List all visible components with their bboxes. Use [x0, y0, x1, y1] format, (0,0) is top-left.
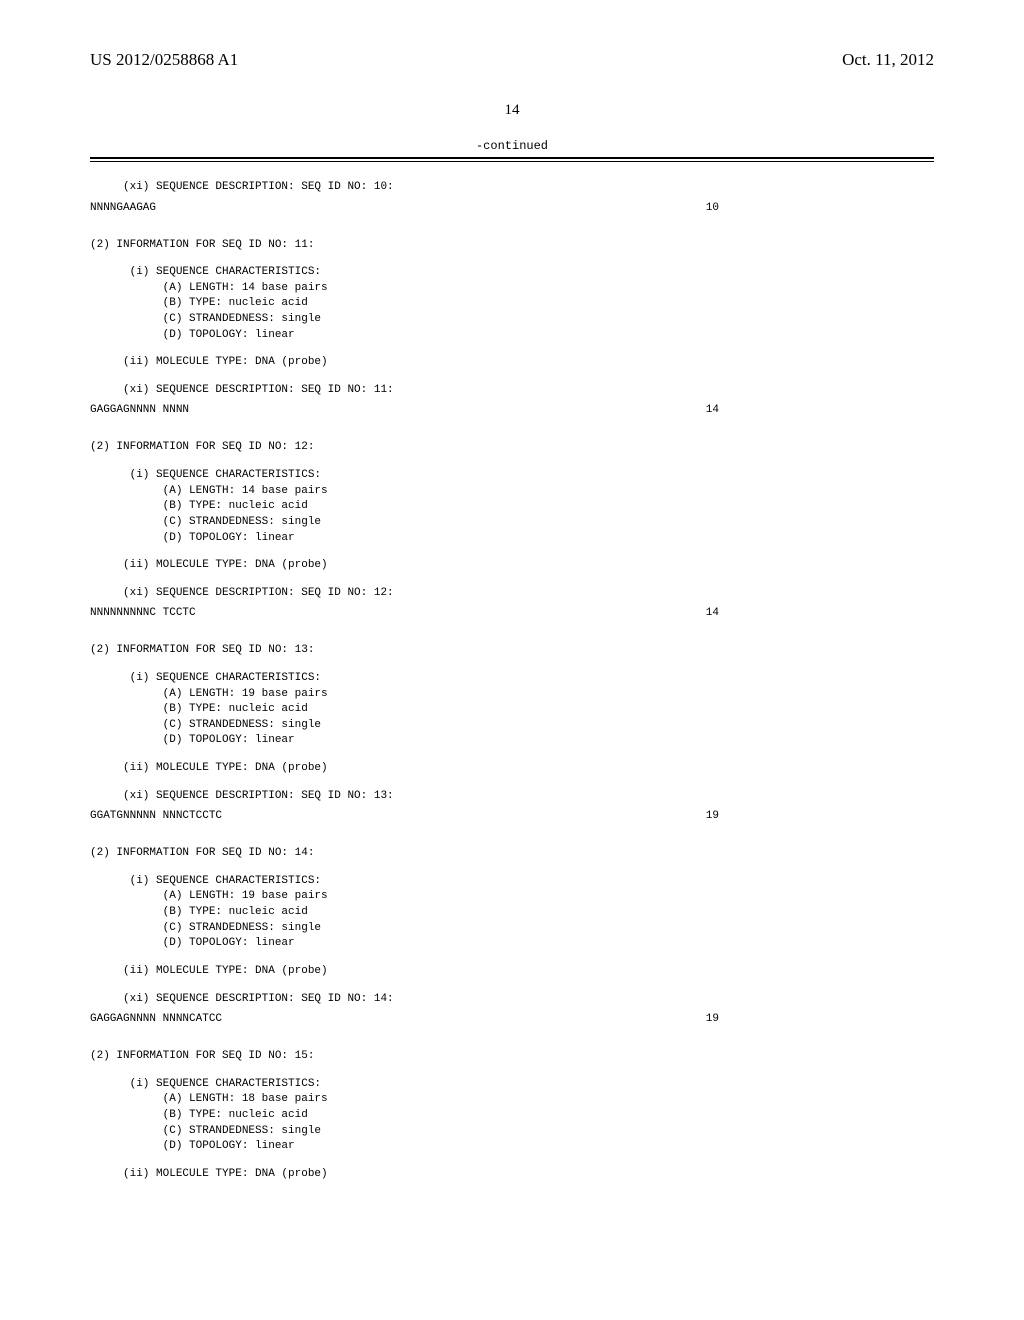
seq-info-line: (2) INFORMATION FOR SEQ ID NO: 13:	[90, 643, 934, 659]
seq-char-b: (B) TYPE: nucleic acid	[90, 702, 934, 718]
seq-entry: (2) INFORMATION FOR SEQ ID NO: 15: (i) S…	[90, 1049, 934, 1182]
page-header: US 2012/0258868 A1 Oct. 11, 2012	[90, 50, 934, 70]
seq-char-d: (D) TOPOLOGY: linear	[90, 1139, 934, 1155]
sequence-text: GGATGNNNNN NNNCTCCTC	[90, 810, 222, 822]
seq-char-a: (A) LENGTH: 14 base pairs	[90, 281, 934, 297]
sequence-length: 14	[706, 607, 719, 619]
sequence-text: NNNNNNNNNC TCCTC	[90, 607, 196, 619]
sequence-length: 19	[706, 1013, 719, 1025]
seq-char-a: (A) LENGTH: 19 base pairs	[90, 687, 934, 703]
rule-top-thin	[90, 161, 934, 162]
seq-desc-line: (xi) SEQUENCE DESCRIPTION: SEQ ID NO: 12…	[90, 586, 934, 602]
seq-char-d: (D) TOPOLOGY: linear	[90, 733, 934, 749]
seq-entry: (2) INFORMATION FOR SEQ ID NO: 14: (i) S…	[90, 846, 934, 1025]
seq-char-d: (D) TOPOLOGY: linear	[90, 531, 934, 547]
sequence-row: GGATGNNNNN NNNCTCCTC 19	[90, 810, 934, 822]
seq-entry: (2) INFORMATION FOR SEQ ID NO: 11: (i) S…	[90, 238, 934, 417]
patent-number: US 2012/0258868 A1	[90, 50, 238, 70]
sequence-row: GAGGAGNNNN NNNNCATCC 19	[90, 1013, 934, 1025]
patent-page: US 2012/0258868 A1 Oct. 11, 2012 14 -con…	[0, 0, 1024, 1320]
seq-mol-line: (ii) MOLECULE TYPE: DNA (probe)	[90, 1167, 934, 1183]
sequence-length: 10	[706, 202, 719, 214]
seq-info-line: (2) INFORMATION FOR SEQ ID NO: 14:	[90, 846, 934, 862]
continued-label: -continued	[90, 139, 934, 153]
seq-char-header: (i) SEQUENCE CHARACTERISTICS:	[90, 874, 934, 890]
page-number: 14	[90, 102, 934, 119]
publication-date: Oct. 11, 2012	[842, 50, 934, 70]
seq-char-b: (B) TYPE: nucleic acid	[90, 499, 934, 515]
sequence-text: GAGGAGNNNN NNNNCATCC	[90, 1013, 222, 1025]
seq-char-c: (C) STRANDEDNESS: single	[90, 515, 934, 531]
seq-char-a: (A) LENGTH: 14 base pairs	[90, 484, 934, 500]
sequence-row: GAGGAGNNNN NNNN 14	[90, 404, 934, 416]
seq-char-header: (i) SEQUENCE CHARACTERISTICS:	[90, 1077, 934, 1093]
seq-char-c: (C) STRANDEDNESS: single	[90, 312, 934, 328]
seq-mol-line: (ii) MOLECULE TYPE: DNA (probe)	[90, 558, 934, 574]
seq-char-c: (C) STRANDEDNESS: single	[90, 718, 934, 734]
seq-desc-line: (xi) SEQUENCE DESCRIPTION: SEQ ID NO: 13…	[90, 789, 934, 805]
seq-char-a: (A) LENGTH: 18 base pairs	[90, 1092, 934, 1108]
sequence-length: 14	[706, 404, 719, 416]
seq-char-c: (C) STRANDEDNESS: single	[90, 921, 934, 937]
sequence-length: 19	[706, 810, 719, 822]
seq-char-header: (i) SEQUENCE CHARACTERISTICS:	[90, 468, 934, 484]
sequence-text: GAGGAGNNNN NNNN	[90, 404, 189, 416]
seq-entry: (xi) SEQUENCE DESCRIPTION: SEQ ID NO: 10…	[90, 180, 934, 214]
seq-info-line: (2) INFORMATION FOR SEQ ID NO: 11:	[90, 238, 934, 254]
seq-desc-line: (xi) SEQUENCE DESCRIPTION: SEQ ID NO: 11…	[90, 383, 934, 399]
seq-char-header: (i) SEQUENCE CHARACTERISTICS:	[90, 671, 934, 687]
seq-char-b: (B) TYPE: nucleic acid	[90, 296, 934, 312]
seq-desc-line: (xi) SEQUENCE DESCRIPTION: SEQ ID NO: 14…	[90, 992, 934, 1008]
seq-entry: (2) INFORMATION FOR SEQ ID NO: 13: (i) S…	[90, 643, 934, 822]
seq-char-d: (D) TOPOLOGY: linear	[90, 328, 934, 344]
seq-char-c: (C) STRANDEDNESS: single	[90, 1124, 934, 1140]
seq-char-b: (B) TYPE: nucleic acid	[90, 1108, 934, 1124]
seq-info-line: (2) INFORMATION FOR SEQ ID NO: 15:	[90, 1049, 934, 1065]
sequence-row: NNNNNNNNNC TCCTC 14	[90, 607, 934, 619]
rule-top	[90, 157, 934, 159]
seq-char-header: (i) SEQUENCE CHARACTERISTICS:	[90, 265, 934, 281]
seq-mol-line: (ii) MOLECULE TYPE: DNA (probe)	[90, 355, 934, 371]
seq-desc-line: (xi) SEQUENCE DESCRIPTION: SEQ ID NO: 10…	[90, 180, 934, 196]
seq-char-a: (A) LENGTH: 19 base pairs	[90, 889, 934, 905]
seq-entry: (2) INFORMATION FOR SEQ ID NO: 12: (i) S…	[90, 440, 934, 619]
sequence-row: NNNNGAAGAG 10	[90, 202, 934, 214]
seq-mol-line: (ii) MOLECULE TYPE: DNA (probe)	[90, 761, 934, 777]
seq-char-b: (B) TYPE: nucleic acid	[90, 905, 934, 921]
seq-mol-line: (ii) MOLECULE TYPE: DNA (probe)	[90, 964, 934, 980]
sequence-text: NNNNGAAGAG	[90, 202, 156, 214]
seq-info-line: (2) INFORMATION FOR SEQ ID NO: 12:	[90, 440, 934, 456]
seq-char-d: (D) TOPOLOGY: linear	[90, 936, 934, 952]
